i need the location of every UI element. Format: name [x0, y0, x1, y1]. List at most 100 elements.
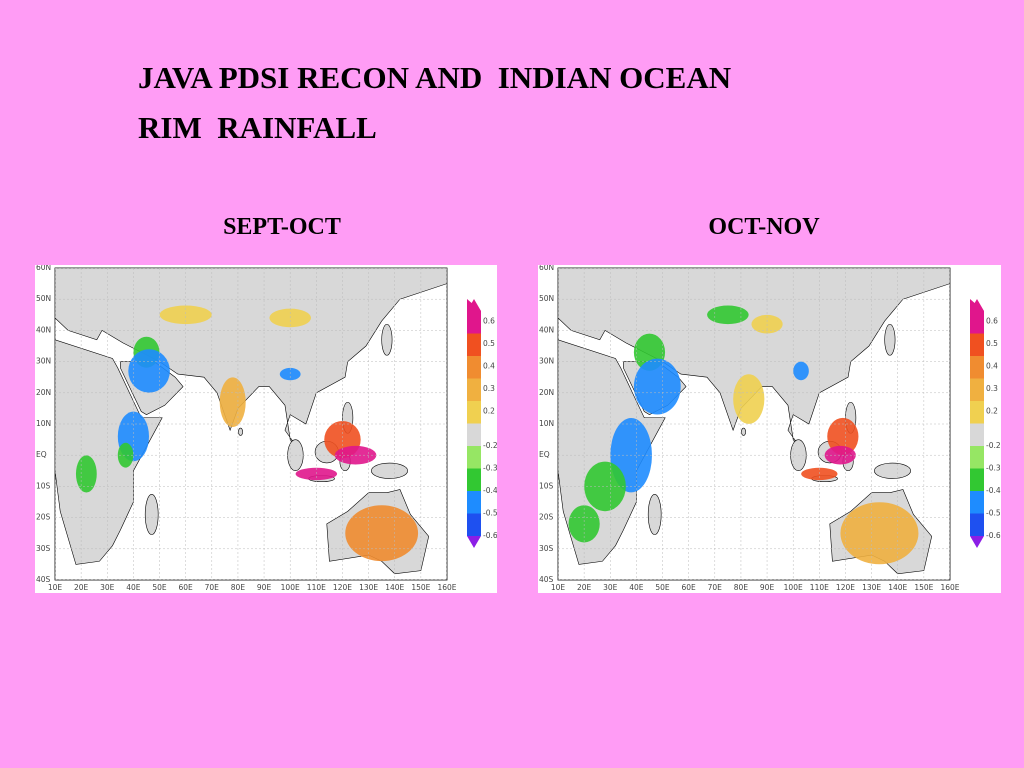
anomaly-patch	[128, 349, 170, 393]
panel-title: OCT-NOV	[708, 214, 820, 240]
land	[558, 268, 950, 453]
anomaly-patch	[345, 505, 419, 562]
lon-label: 90E	[257, 583, 272, 592]
lat-label: 60N	[36, 265, 51, 272]
island	[647, 494, 662, 535]
colorbar-label: 0.6	[986, 317, 998, 326]
anomaly-patch	[159, 305, 212, 325]
colorbar-segment	[970, 446, 984, 469]
lat-label: 30N	[539, 357, 554, 366]
colorbar-segment	[467, 356, 481, 379]
anomaly-patch	[824, 445, 856, 465]
lon-label: 80E	[734, 583, 749, 592]
colorbar-label: -0.4	[483, 486, 497, 495]
lat-label: 10N	[36, 419, 51, 428]
anomaly-patch	[75, 455, 97, 493]
colorbar-label: 0.2	[986, 407, 998, 416]
colorbar-segment	[467, 401, 481, 424]
colorbar-segment	[970, 311, 984, 334]
colorbar-label: -0.4	[986, 486, 1001, 495]
lon-label: 80E	[231, 583, 246, 592]
colorbar-cap	[467, 536, 481, 548]
colorbar-segment	[467, 513, 481, 536]
colorbar-label: -0.5	[986, 509, 1001, 518]
colorbar-segment	[970, 378, 984, 401]
lon-label: 20E	[577, 583, 592, 592]
island	[741, 427, 746, 436]
colorbar-cap	[970, 299, 984, 311]
lon-label: 30E	[100, 583, 115, 592]
lon-label: 150E	[914, 583, 933, 592]
colorbar-label: 0.3	[986, 384, 998, 393]
lat-label: EQ	[539, 450, 550, 459]
island	[371, 462, 409, 479]
colorbar-segment	[970, 356, 984, 379]
anomaly-patch	[279, 367, 301, 381]
island	[874, 462, 912, 479]
lat-label: 20S	[36, 513, 51, 522]
lat-label: EQ	[36, 450, 47, 459]
anomaly-patch	[827, 417, 859, 456]
lon-label: 70E	[708, 583, 723, 592]
colorbar-segment	[970, 333, 984, 356]
map-layer	[558, 268, 950, 580]
colorbar-label: 0.4	[986, 362, 998, 371]
colorbar-label: -0.6	[483, 531, 497, 540]
anomaly-patch	[733, 374, 765, 424]
lon-label: 30E	[603, 583, 618, 592]
land	[55, 268, 447, 453]
anomaly-patch	[707, 305, 749, 325]
colorbar-segment	[970, 468, 984, 491]
colorbar-segment	[467, 446, 481, 469]
colorbar-segment	[467, 311, 481, 334]
lat-label: 30S	[539, 544, 554, 553]
island	[144, 494, 159, 535]
colorbar-segment	[970, 513, 984, 536]
colorbar-label: 0.5	[986, 339, 998, 348]
lon-label: 150E	[411, 583, 430, 592]
lat-label: 40S	[36, 575, 51, 584]
colorbar-segment	[970, 423, 984, 446]
lat-label: 60N	[539, 265, 554, 272]
colorbar-label: 0.6	[483, 317, 495, 326]
slide-title: JAVA PDSI RECON AND INDIAN OCEAN	[138, 60, 732, 95]
colorbar-segment	[467, 491, 481, 514]
colorbar-label: 0.2	[483, 407, 495, 416]
panel-title: SEPT-OCT	[223, 214, 341, 240]
colorbar-label: -0.3	[483, 464, 497, 473]
island	[238, 427, 243, 436]
lon-label: 50E	[655, 583, 670, 592]
anomaly-patch	[117, 442, 134, 468]
lon-label: 70E	[205, 583, 220, 592]
lat-label: 40S	[539, 575, 554, 584]
lat-label: 20N	[539, 388, 554, 397]
anomaly-patch	[840, 502, 919, 565]
lon-label: 60E	[682, 583, 697, 592]
lon-label: 110E	[810, 583, 829, 592]
lat-label: 30N	[36, 357, 51, 366]
lat-label: 20N	[36, 388, 51, 397]
lon-label: 60E	[179, 583, 194, 592]
lat-label: 10S	[36, 481, 51, 490]
slide-title: RIM RAINFALL	[138, 110, 377, 145]
colorbar-segment	[970, 401, 984, 424]
colorbar-label: -0.2	[986, 441, 1001, 450]
colorbar-label: -0.2	[483, 441, 497, 450]
colorbar-segment	[467, 378, 481, 401]
colorbar-label: 0.4	[483, 362, 495, 371]
anomaly-patch	[633, 358, 681, 415]
colorbar-label: 0.3	[483, 384, 495, 393]
lon-label: 10E	[551, 583, 566, 592]
lat-label: 10S	[539, 481, 554, 490]
lon-label: 50E	[152, 583, 167, 592]
lat-label: 50N	[539, 294, 554, 303]
colorbar-label: 0.5	[483, 339, 495, 348]
anomaly-patch	[219, 377, 246, 427]
lon-label: 120E	[333, 583, 352, 592]
colorbar-segment	[467, 333, 481, 356]
lat-label: 30S	[36, 544, 51, 553]
lon-label: 160E	[437, 583, 456, 592]
lat-label: 10N	[539, 419, 554, 428]
